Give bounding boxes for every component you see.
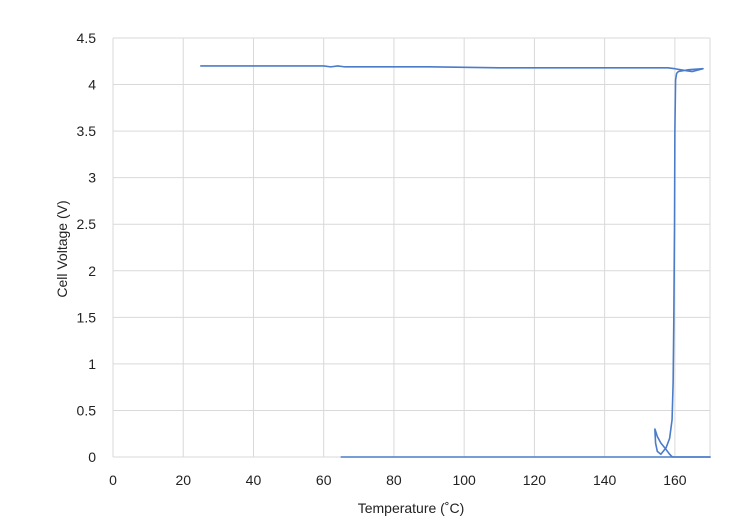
- y-tick-label: 4: [88, 77, 96, 93]
- x-tick-label: 80: [386, 472, 402, 488]
- y-tick-label: 4.5: [77, 30, 97, 46]
- x-tick-label: 20: [175, 472, 191, 488]
- y-tick-label: 0: [88, 449, 96, 465]
- y-axis-ticks: 0 0.5 1 1.5 2 2.5 3 3.5 4 4.5: [77, 30, 97, 465]
- y-axis-title: Cell Voltage (V): [54, 200, 70, 297]
- x-tick-label: 60: [316, 472, 332, 488]
- x-tick-label: 120: [523, 472, 547, 488]
- x-axis-title: Temperature (˚C): [358, 500, 465, 516]
- y-tick-label: 1.5: [77, 309, 97, 325]
- y-tick-label: 3: [88, 170, 96, 186]
- y-tick-label: 3.5: [77, 123, 97, 139]
- grid: [112, 37, 711, 458]
- y-tick-label: 2.5: [77, 216, 97, 232]
- x-tick-label: 140: [593, 472, 617, 488]
- x-tick-label: 100: [452, 472, 476, 488]
- series-line-1: [199, 65, 711, 458]
- x-axis-ticks: 0 20 40 60 80 100 120 140 160: [109, 472, 687, 488]
- x-tick-label: 0: [109, 472, 117, 488]
- y-tick-label: 0.5: [77, 402, 97, 418]
- x-tick-label: 160: [663, 472, 687, 488]
- series-layer: [199, 65, 711, 458]
- y-tick-label: 1: [88, 356, 96, 372]
- x-tick-label: 40: [246, 472, 262, 488]
- y-tick-label: 2: [88, 263, 96, 279]
